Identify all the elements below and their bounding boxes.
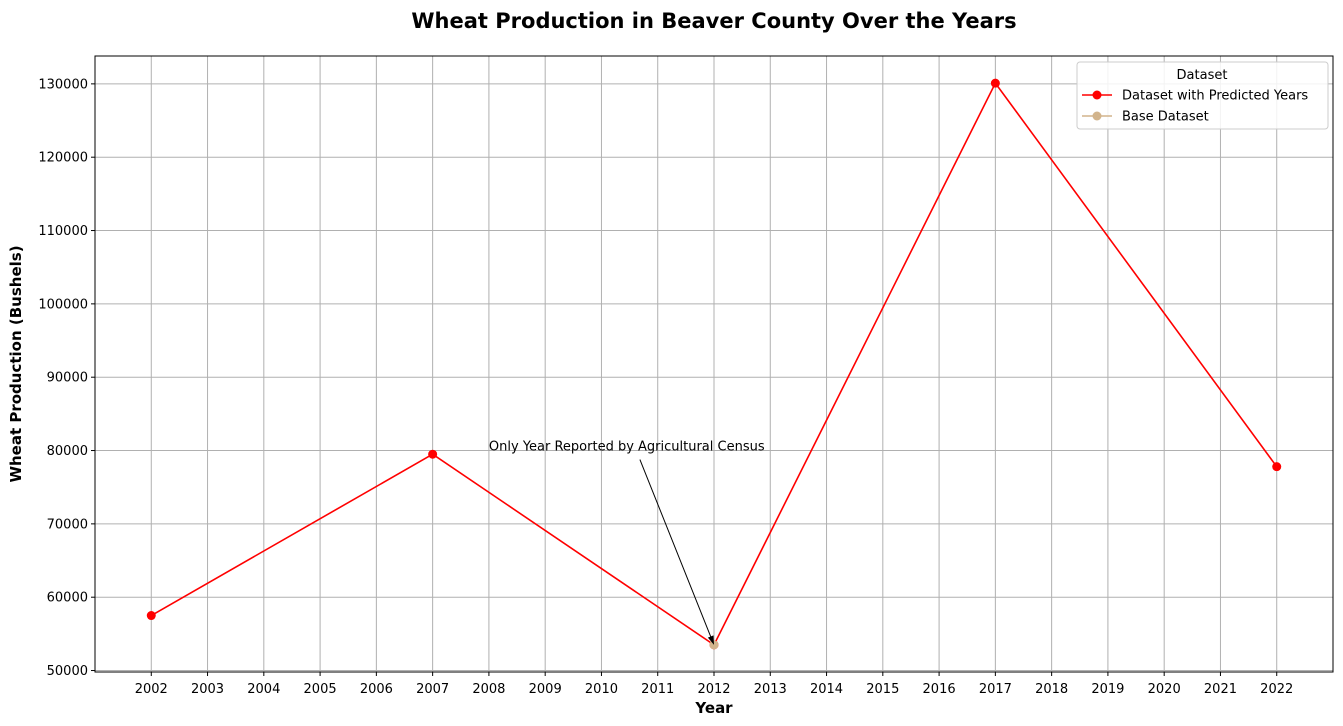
annotation: Only Year Reported by Agricultural Censu… bbox=[489, 440, 765, 645]
x-tick-label: 2003 bbox=[191, 682, 224, 697]
y-tick-label: 100000 bbox=[38, 297, 88, 312]
grid bbox=[95, 56, 1333, 672]
legend-label: Base Dataset bbox=[1122, 110, 1209, 125]
x-tick-label: 2002 bbox=[135, 682, 168, 697]
y-tick-label: 60000 bbox=[47, 591, 88, 606]
x-tick-label: 2013 bbox=[754, 682, 787, 697]
data-point bbox=[1272, 462, 1282, 472]
x-tick-label: 2005 bbox=[304, 682, 337, 697]
plot-frame bbox=[94, 55, 1334, 673]
annotation-arrow bbox=[639, 459, 712, 637]
legend-title: Dataset bbox=[1177, 68, 1228, 83]
y-axis-label: Wheat Production (Bushels) bbox=[7, 245, 25, 482]
legend-entry: Dataset with Predicted Years bbox=[1082, 89, 1308, 104]
x-tick-label: 2019 bbox=[1091, 682, 1124, 697]
x-tick-label: 2010 bbox=[585, 682, 618, 697]
x-tick-label: 2020 bbox=[1148, 682, 1181, 697]
y-axis-ticks: 50000 60000 70000 80000 90000 100000 110000 120… bbox=[38, 77, 95, 679]
x-tick-label: 2021 bbox=[1204, 682, 1237, 697]
y-tick-label: 110000 bbox=[38, 224, 88, 239]
x-tick-label: 2011 bbox=[641, 682, 674, 697]
x-tick-label: 2016 bbox=[923, 682, 956, 697]
y-tick-label: 70000 bbox=[47, 517, 88, 532]
x-tick-label: 2017 bbox=[979, 682, 1012, 697]
annotation-text: Only Year Reported by Agricultural Censu… bbox=[489, 440, 765, 455]
legend-box bbox=[1076, 61, 1329, 130]
data-point bbox=[990, 78, 1000, 88]
x-tick-label: 2009 bbox=[529, 682, 562, 697]
chart-title: Wheat Production in Beaver County Over t… bbox=[411, 9, 1016, 33]
y-tick-label: 50000 bbox=[47, 664, 88, 679]
y-tick-label: 130000 bbox=[38, 77, 88, 92]
x-tick-label: 2007 bbox=[416, 682, 449, 697]
annotation-arrowhead bbox=[707, 635, 714, 645]
legend-marker bbox=[1092, 111, 1102, 121]
legend-label: Dataset with Predicted Years bbox=[1122, 89, 1308, 104]
legend-marker bbox=[1092, 90, 1102, 100]
data-point bbox=[146, 611, 156, 621]
x-tick-label: 2014 bbox=[810, 682, 843, 697]
legend: Dataset Dataset with Predicted Years Base… bbox=[1076, 61, 1329, 130]
x-axis-label: Year bbox=[694, 699, 733, 717]
x-tick-label: 2015 bbox=[866, 682, 899, 697]
legend-entry: Base Dataset bbox=[1082, 110, 1209, 125]
x-tick-label: 2022 bbox=[1260, 682, 1293, 697]
y-tick-label: 80000 bbox=[47, 444, 88, 459]
x-tick-label: 2006 bbox=[360, 682, 393, 697]
y-tick-label: 120000 bbox=[38, 151, 88, 166]
y-tick-label: 90000 bbox=[47, 371, 88, 386]
data-point bbox=[428, 449, 438, 459]
legend-entries: Dataset with Predicted Years Base Dataset bbox=[1082, 89, 1308, 125]
x-tick-label: 2018 bbox=[1035, 682, 1068, 697]
x-axis-ticks: 2002 2003 2004 2005 2006 2007 2008 2009 2010 2011… bbox=[135, 672, 1293, 697]
x-tick-label: 2008 bbox=[472, 682, 505, 697]
x-tick-label: 2012 bbox=[697, 682, 730, 697]
x-tick-label: 2004 bbox=[247, 682, 280, 697]
